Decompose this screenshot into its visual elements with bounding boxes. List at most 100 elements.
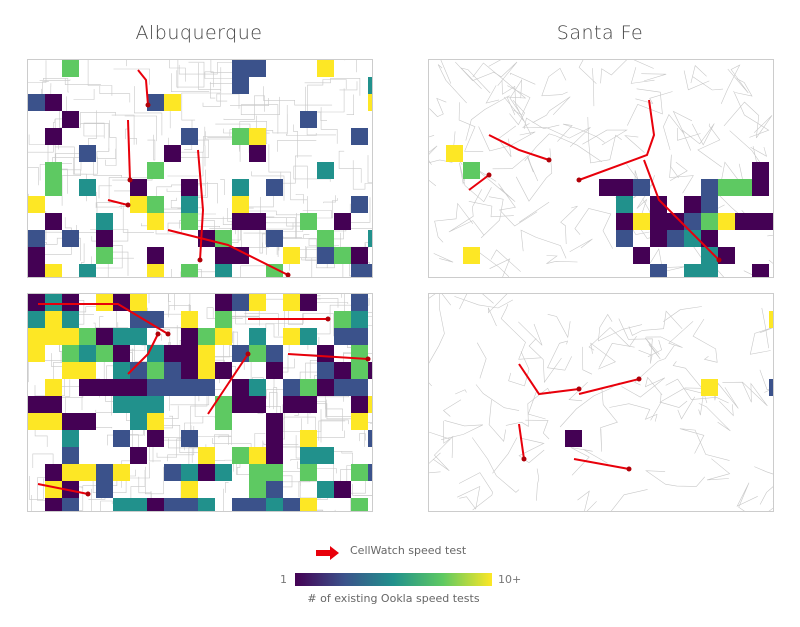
cellwatch-track-end	[365, 356, 371, 362]
ookla-test-cell	[249, 213, 266, 230]
cellwatch-track	[518, 423, 525, 460]
street	[434, 202, 474, 243]
ookla-test-cell	[181, 430, 198, 447]
street	[647, 339, 662, 358]
street	[488, 60, 501, 67]
street	[280, 418, 302, 448]
ookla-test-cell	[368, 464, 372, 481]
street	[509, 78, 532, 135]
street	[313, 294, 339, 308]
cellwatch-track-end	[576, 177, 582, 183]
street	[468, 201, 514, 218]
cellwatch-track-end	[486, 172, 492, 178]
ookla-test-cell	[130, 379, 147, 396]
ookla-test-cell	[701, 264, 718, 277]
street	[214, 434, 229, 464]
ookla-test-cell	[232, 379, 249, 396]
ookla-test-cell	[181, 264, 198, 277]
ookla-test-cell	[266, 413, 283, 430]
street	[582, 129, 628, 146]
ookla-test-cell	[164, 345, 181, 362]
ookla-test-cell	[684, 230, 701, 247]
street	[560, 205, 578, 245]
ookla-test-cell	[45, 379, 62, 396]
street	[28, 119, 56, 153]
ookla-test-cell	[232, 396, 249, 413]
ookla-test-cell	[351, 362, 368, 379]
ookla-test-cell	[79, 328, 96, 345]
cellwatch-track-end	[155, 331, 161, 337]
ookla-test-cell	[113, 362, 130, 379]
street	[440, 60, 452, 84]
street	[644, 337, 661, 360]
street	[263, 86, 333, 106]
street	[630, 67, 655, 84]
street	[492, 155, 539, 182]
ookla-test-cell	[215, 396, 232, 413]
ookla-test-cell	[718, 247, 735, 264]
cellwatch-track	[207, 353, 249, 415]
ookla-test-cell	[684, 213, 701, 230]
map-albuquerque-bottom	[27, 293, 373, 512]
ookla-test-cell	[113, 464, 130, 481]
ookla-test-cell	[616, 213, 633, 230]
ookla-test-cell	[45, 481, 62, 498]
ookla-test-cell	[249, 498, 266, 511]
ookla-test-cell	[232, 498, 249, 511]
ookla-test-cell	[300, 379, 317, 396]
street	[277, 217, 304, 232]
ookla-test-cell	[113, 498, 130, 511]
street	[73, 89, 95, 100]
ookla-test-cell	[147, 430, 164, 447]
ookla-test-cell	[232, 77, 249, 94]
ookla-test-cell	[62, 447, 79, 464]
street	[240, 96, 280, 134]
ookla-test-cell	[45, 498, 62, 511]
ookla-test-cell	[300, 447, 317, 464]
street	[304, 78, 361, 96]
street	[261, 233, 266, 248]
ookla-test-cell	[667, 213, 684, 230]
street	[519, 201, 550, 223]
ookla-test-cell	[62, 413, 79, 430]
ookla-test-cell	[684, 264, 701, 277]
street	[323, 195, 336, 204]
ookla-test-cell	[147, 396, 164, 413]
street	[108, 177, 132, 204]
ookla-test-cell	[266, 230, 283, 247]
ookla-test-cell	[249, 294, 266, 311]
ookla-test-cell	[232, 247, 249, 264]
street	[498, 183, 538, 227]
ookla-test-cell	[232, 213, 249, 230]
street	[111, 114, 135, 145]
ookla-test-cell	[334, 379, 351, 396]
ookla-test-cell	[300, 498, 317, 511]
street	[663, 110, 693, 150]
street	[582, 346, 593, 375]
street	[251, 171, 285, 201]
street	[641, 73, 667, 82]
ookla-test-cell	[368, 362, 372, 379]
ookla-test-cell	[463, 162, 480, 179]
street	[588, 327, 637, 351]
street	[429, 145, 453, 163]
street	[273, 387, 278, 414]
cellwatch-track-end	[546, 157, 552, 163]
street	[223, 488, 224, 511]
street	[618, 318, 653, 364]
ookla-test-cell	[650, 196, 667, 213]
street	[690, 65, 707, 84]
ookla-test-cell	[232, 60, 249, 77]
ookla-test-cell	[45, 162, 62, 179]
ookla-test-cell	[752, 179, 769, 196]
street	[105, 120, 117, 166]
ookla-test-cell	[249, 345, 266, 362]
ookla-test-cell	[650, 213, 667, 230]
street	[223, 95, 265, 120]
cellwatch-track	[287, 353, 369, 360]
ookla-test-cell	[113, 396, 130, 413]
street	[92, 461, 150, 493]
street	[39, 79, 71, 81]
ookla-test-cell	[215, 362, 232, 379]
street	[352, 160, 372, 190]
